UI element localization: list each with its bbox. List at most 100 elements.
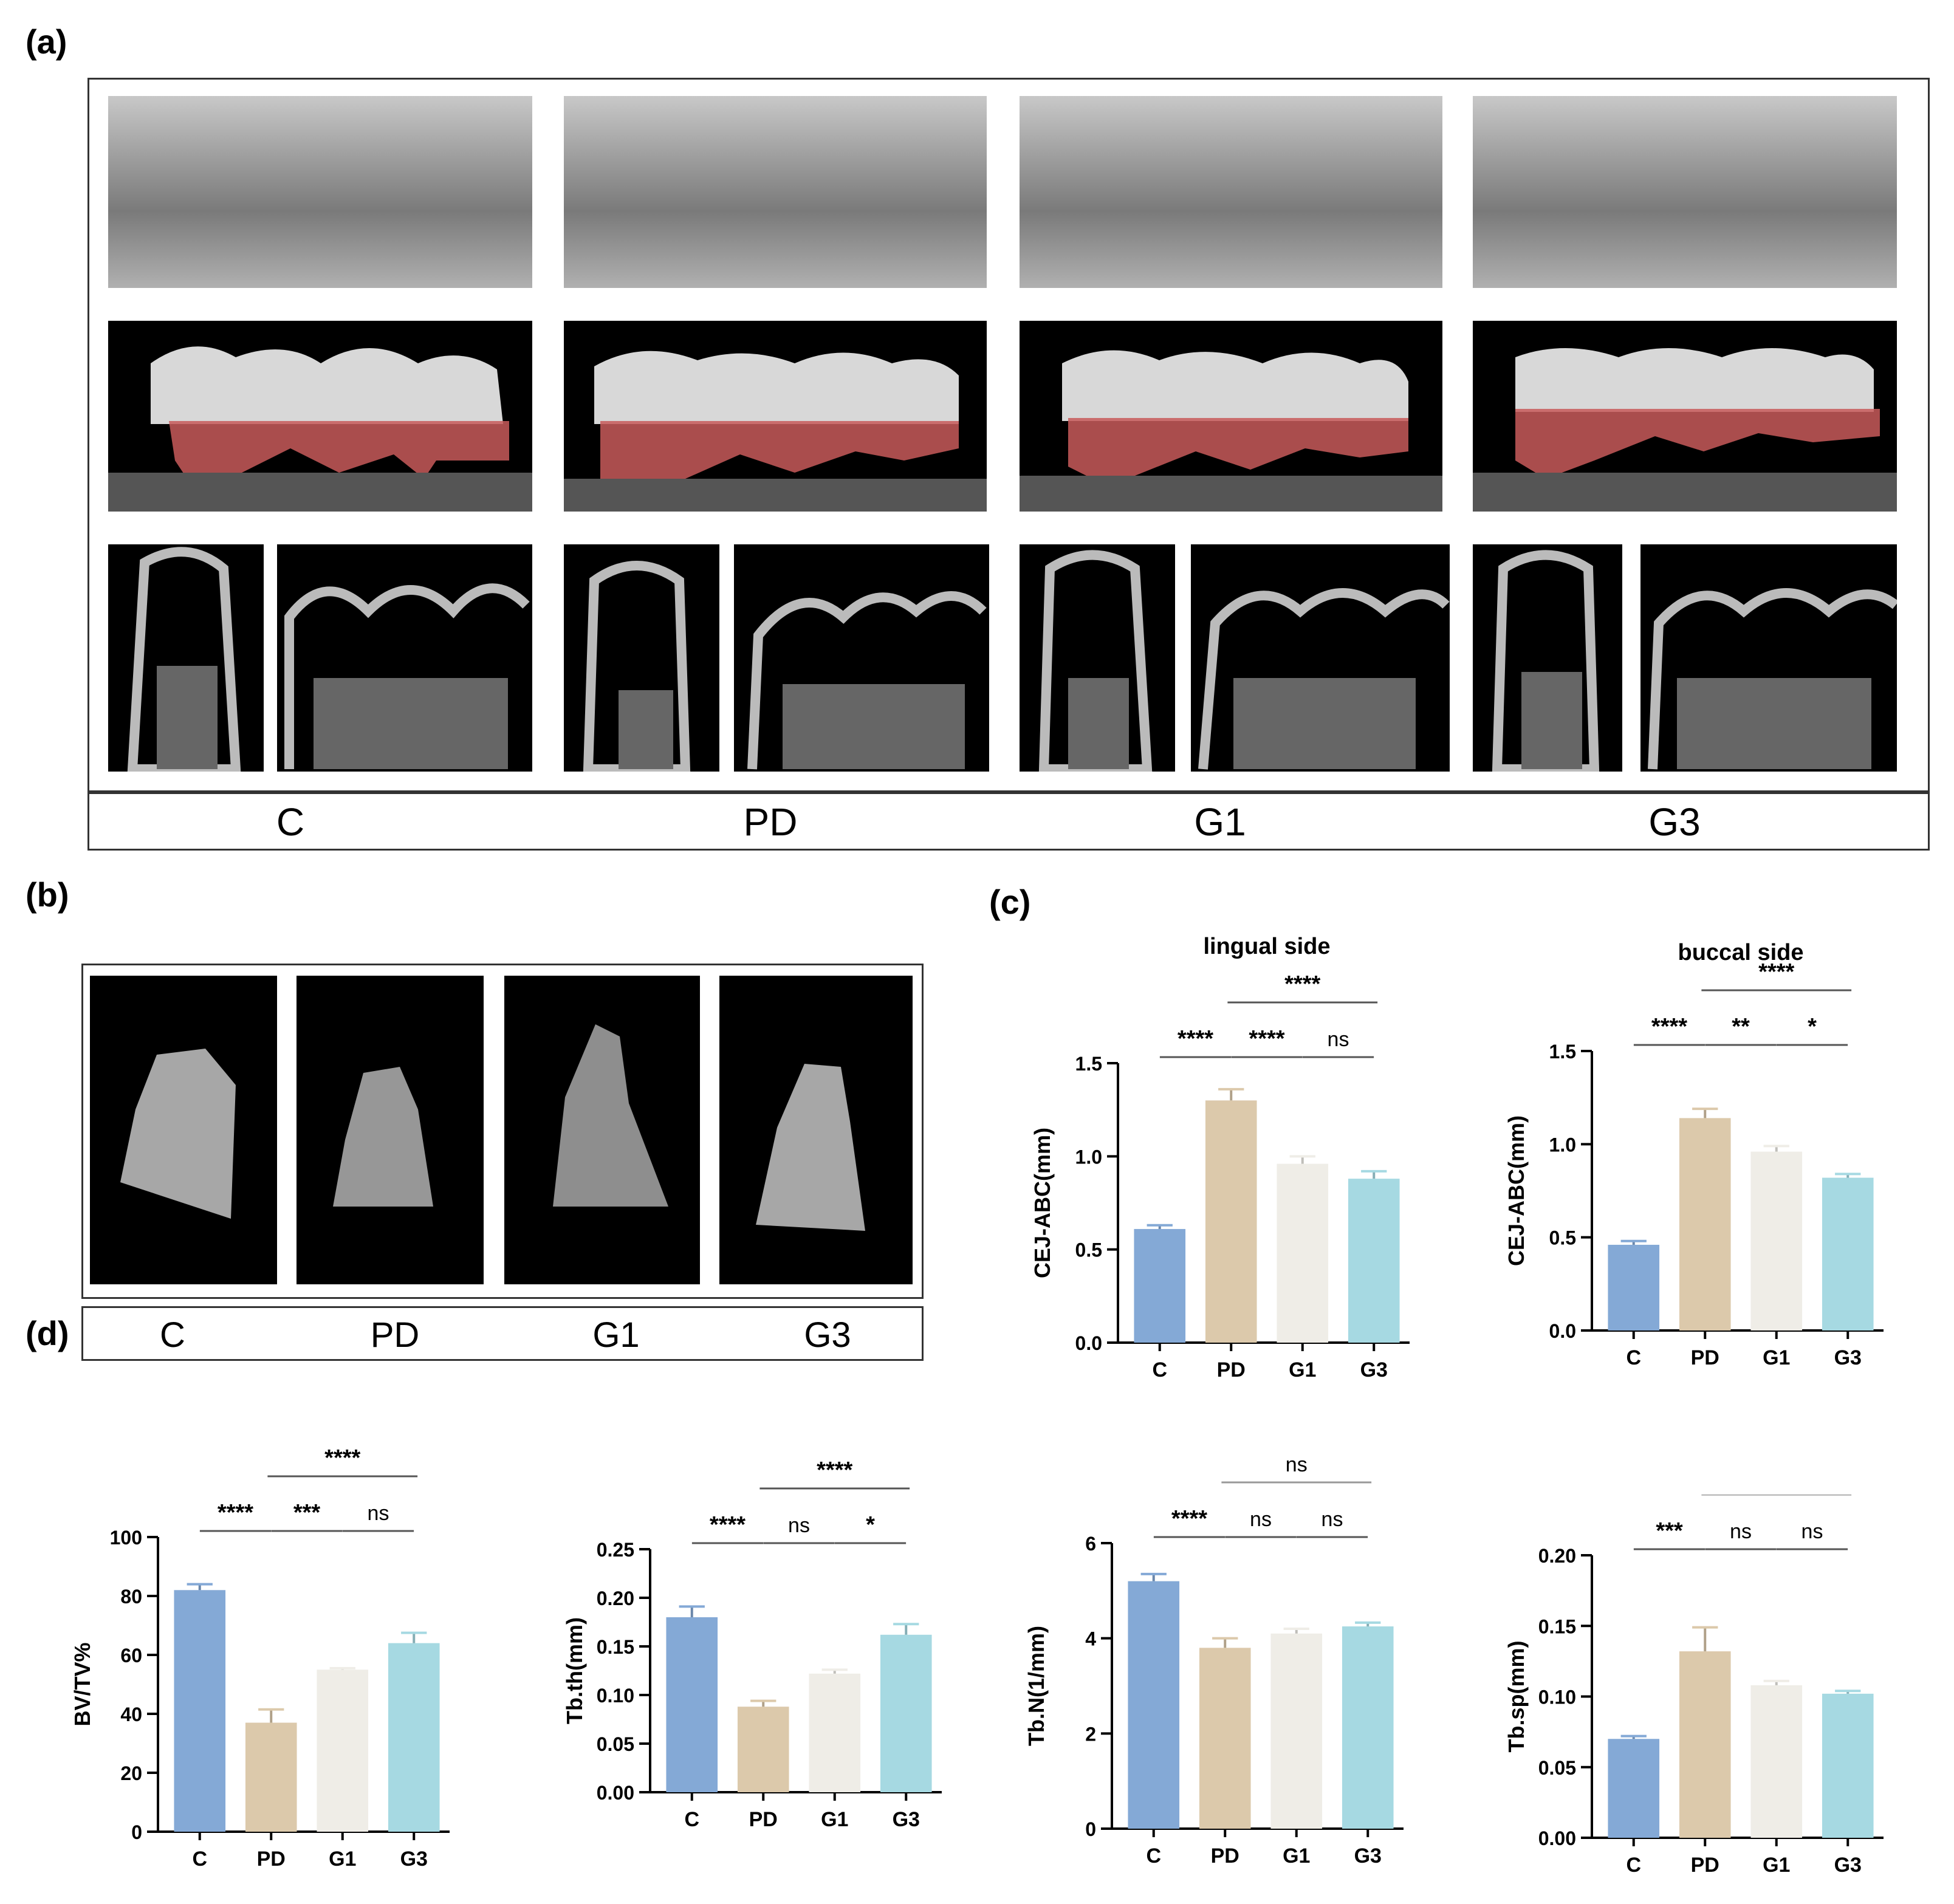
- chart-tb-th: 0.00 0.05 0.10 0.15 0.20 0.25 Tb.th(mm) C PD G1 G3…: [565, 1458, 942, 1831]
- x-tick-label: G3: [1354, 1844, 1382, 1868]
- xray-image-g1: [1020, 96, 1442, 288]
- bar-pd: [737, 1707, 789, 1792]
- panel-a-image-frame: [87, 78, 1930, 792]
- section-left-g1: [1020, 544, 1175, 772]
- x-tick-label: C: [192, 1847, 207, 1871]
- y-axis-label: BV/TV%: [73, 1642, 95, 1726]
- section-right-g1: [1191, 544, 1450, 772]
- sig-label: ****: [1171, 1506, 1207, 1532]
- chart-lingual-side: lingual side 0.0 0.5 1.0 1.5 CEJ-ABC(mm) C PD G1…: [1033, 934, 1410, 1382]
- xray-image-c: [108, 96, 532, 288]
- y-tick-label: 0.5: [1549, 1227, 1576, 1249]
- chart-title: buccal side: [1678, 940, 1804, 965]
- x-tick-label: PD: [257, 1847, 286, 1871]
- sig-label: ns: [1250, 1508, 1272, 1531]
- bar-g1: [1750, 1685, 1803, 1838]
- sig-label: ****: [324, 1446, 360, 1471]
- x-tick-label: C: [1146, 1844, 1161, 1868]
- bar-g1: [1750, 1151, 1803, 1330]
- bar-g3: [388, 1643, 440, 1832]
- sig-label: ****: [1284, 971, 1320, 997]
- x-tick-label: G3: [1834, 1346, 1862, 1369]
- x-tick-label: G1: [1763, 1346, 1790, 1369]
- sig-label: ***: [293, 1500, 321, 1526]
- section-right-g3-drawing: [1648, 588, 1897, 770]
- section-left-g1-drawing: [1038, 550, 1153, 772]
- y-tick-label: 0.00: [1538, 1827, 1576, 1849]
- y-axis-label: CEJ-ABC(mm): [1033, 1128, 1055, 1278]
- chart-tb-sp: 0.00 0.05 0.10 0.15 0.20 Tb.sp(mm) C PD G1 G3 *** n…: [1507, 1495, 1884, 1877]
- y-tick-label: 0.5: [1075, 1239, 1102, 1261]
- x-tick-label: PD: [1211, 1844, 1239, 1868]
- sig-label: ****: [1758, 959, 1794, 985]
- sig-label: ****: [1178, 1026, 1213, 1052]
- render-image-c: [108, 321, 532, 512]
- x-tick-label: C: [1152, 1358, 1167, 1382]
- bar-c: [1128, 1581, 1180, 1829]
- panel-a-group-c: C: [276, 800, 305, 844]
- chart-title: lingual side: [1203, 934, 1330, 959]
- section-right-c: [277, 544, 532, 772]
- x-tick-label: PD: [1691, 1346, 1719, 1369]
- x-tick-label: G3: [893, 1808, 920, 1831]
- bar-pd: [1679, 1651, 1731, 1838]
- bar-pd: [1679, 1118, 1731, 1330]
- mask-image-pd: [297, 976, 484, 1284]
- y-tick-label: 2: [1085, 1723, 1096, 1745]
- bar-g1: [1277, 1163, 1329, 1343]
- y-tick-label: 1.5: [1075, 1053, 1102, 1075]
- section-left-pd-drawing: [583, 561, 691, 772]
- y-tick-label: 1.5: [1549, 1041, 1576, 1063]
- panel-b-label-frame: [81, 1306, 924, 1361]
- bar-g1: [809, 1673, 861, 1792]
- panel-b-group-g3: G3: [804, 1315, 851, 1355]
- x-tick-label: G1: [1289, 1358, 1316, 1382]
- bar-g1: [317, 1669, 369, 1832]
- render-image-pd: [564, 321, 987, 512]
- section-left-c: [108, 544, 264, 772]
- bar-c: [174, 1590, 226, 1832]
- mask-image-g1: [504, 976, 700, 1284]
- sig-label: ****: [218, 1500, 253, 1526]
- y-axis-label: Tb.sp(mm): [1507, 1641, 1529, 1753]
- sig-label: **: [1732, 1014, 1750, 1039]
- panel-a-label: (a): [26, 22, 67, 61]
- sig-label: ns: [1322, 1508, 1343, 1531]
- panel-b-label: (b): [26, 875, 69, 914]
- bar-c: [666, 1617, 718, 1792]
- panel-b-group-g1: G1: [592, 1315, 640, 1355]
- y-tick-label: 1.0: [1075, 1146, 1102, 1168]
- bar-c: [1134, 1228, 1186, 1343]
- panel-b-image-frame: [81, 964, 924, 1299]
- panel-b-group-c: C: [160, 1315, 185, 1355]
- bar-c: [1608, 1739, 1660, 1838]
- y-axis-label: CEJ-ABC(mm): [1507, 1115, 1529, 1266]
- sig-label: ns: [788, 1514, 810, 1537]
- sig-label: *: [1808, 1014, 1817, 1039]
- x-tick-label: C: [684, 1808, 699, 1831]
- y-tick-label: 1.0: [1549, 1134, 1576, 1156]
- x-tick-label: G3: [1360, 1358, 1388, 1382]
- section-right-pd-drawing: [747, 591, 987, 770]
- x-tick-label: G1: [1283, 1844, 1310, 1868]
- x-tick-label: G1: [821, 1808, 848, 1831]
- panel-d-label: (d): [26, 1314, 69, 1352]
- y-axis-label: Tb.N(1/mm): [1027, 1626, 1049, 1746]
- section-left-pd: [564, 544, 719, 772]
- xray-image-g3: [1473, 96, 1897, 288]
- sig-label: ****: [710, 1512, 746, 1538]
- y-tick-label: 0.05: [1538, 1757, 1576, 1779]
- section-left-g3: [1473, 544, 1622, 772]
- y-tick-label: 60: [120, 1645, 142, 1666]
- y-tick-label: 0.0: [1549, 1320, 1576, 1342]
- x-tick-label: PD: [749, 1808, 778, 1831]
- render-c-drawing: [108, 346, 532, 512]
- y-tick-label: 0.15: [1538, 1615, 1576, 1637]
- chart-tb-n: 0 2 4 6 Tb.N(1/mm) C PD G1 G3 **** ns ns ns: [1027, 1453, 1404, 1868]
- y-tick-label: 0.20: [1538, 1545, 1576, 1567]
- sig-label: ns: [368, 1502, 389, 1525]
- y-tick-label: 20: [120, 1762, 142, 1784]
- y-axis-label: Tb.th(mm): [565, 1617, 587, 1724]
- x-tick-label: C: [1626, 1346, 1641, 1369]
- mask-c-drawing: [120, 1049, 236, 1219]
